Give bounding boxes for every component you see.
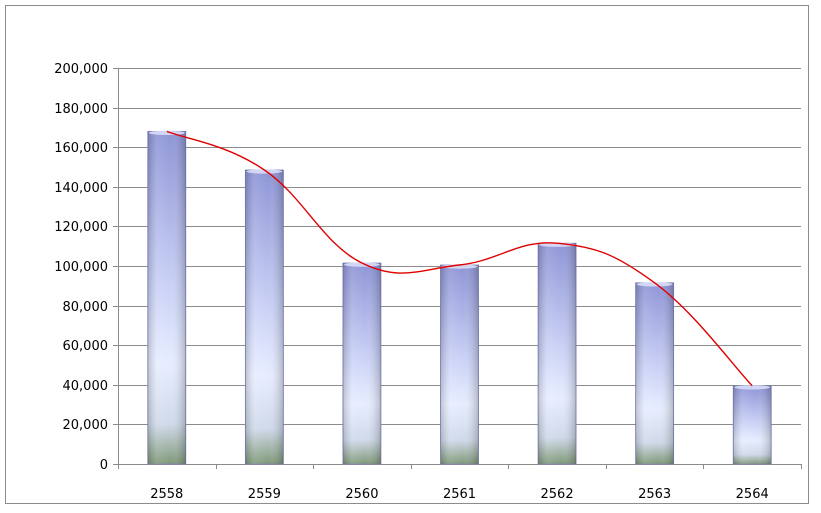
- x-tick-label: 2563: [638, 487, 671, 502]
- y-tick-label: 40,000: [63, 379, 109, 394]
- bar-shading: [147, 131, 186, 465]
- bar-cap: [441, 264, 478, 269]
- x-tick-label: 2560: [345, 487, 378, 502]
- bar-shading: [733, 385, 772, 464]
- y-tick-label: 160,000: [54, 141, 108, 156]
- bar-2559: [244, 169, 284, 465]
- bar-shading: [245, 169, 284, 464]
- y-tick-label: 200,000: [54, 62, 108, 77]
- bars: [147, 130, 772, 465]
- y-tick-label: 80,000: [63, 300, 109, 315]
- y-tick-label: 20,000: [63, 418, 109, 433]
- bar-2562: [537, 242, 577, 465]
- bar-2564: [732, 385, 772, 465]
- y-tick-label: 140,000: [54, 181, 108, 196]
- x-tick-label: 2559: [248, 487, 281, 502]
- trend-line: [166, 130, 753, 387]
- gridlines: [118, 68, 801, 425]
- bar-2561: [440, 264, 479, 465]
- y-tick-label: 60,000: [63, 339, 109, 354]
- bar-shading: [635, 282, 674, 464]
- bar-cap: [246, 169, 283, 174]
- bar-2558: [147, 130, 187, 465]
- bar-shading: [342, 263, 381, 464]
- y-tick-label: 120,000: [54, 220, 108, 235]
- bar-cap: [343, 262, 380, 267]
- x-tick-label: 2561: [443, 487, 476, 502]
- bar-2563: [635, 282, 675, 465]
- y-tick-labels: 0 20,000 40,000 60,000 80,000 100,000 120,000 1…: [54, 62, 108, 473]
- axes: [113, 68, 802, 469]
- bar-cap: [148, 130, 185, 136]
- bar-2560: [342, 262, 382, 465]
- chart-frame: [5, 5, 809, 504]
- bar-shading: [440, 265, 479, 464]
- bar-cap: [734, 385, 771, 390]
- x-tick-label: 2564: [736, 487, 769, 502]
- x-tick-labels: 2558 2559 2560 2561 2562 2563 2564: [150, 487, 769, 502]
- y-tick-label: 100,000: [54, 260, 108, 275]
- y-tick-label: 180,000: [54, 102, 108, 117]
- y-tick-label: 0: [100, 458, 108, 473]
- bar-cap: [636, 282, 673, 287]
- x-tick-label: 2558: [150, 487, 183, 502]
- x-tick-label: 2562: [541, 487, 574, 502]
- bar-shading: [538, 243, 577, 464]
